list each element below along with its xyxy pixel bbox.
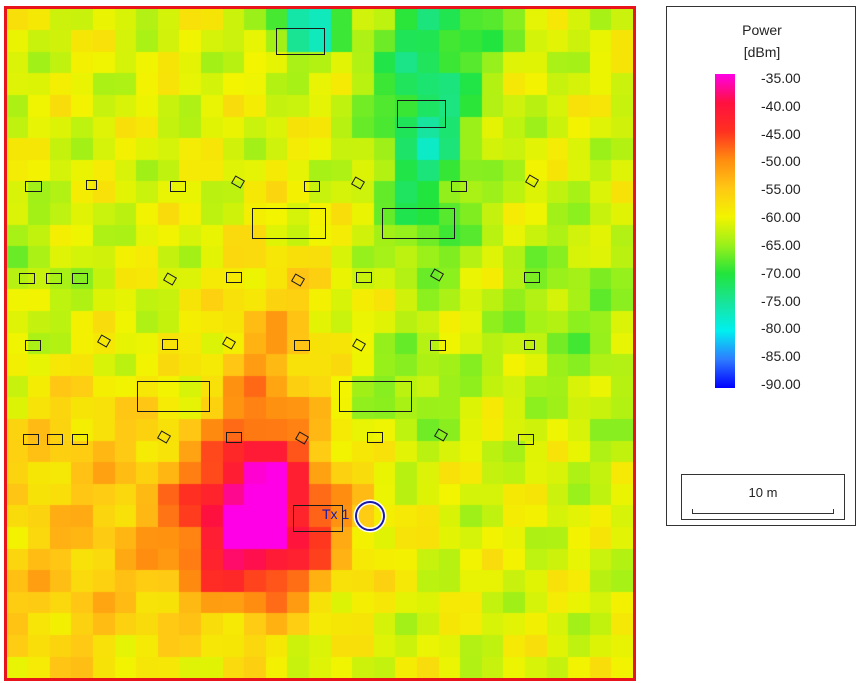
furniture-outline (46, 273, 62, 284)
furniture-outline (162, 339, 178, 350)
legend-label: -35.00 (761, 70, 801, 86)
furniture-outline (230, 175, 246, 189)
transmitter-label: Tx 1 (322, 506, 349, 522)
furniture-outline (23, 434, 39, 445)
furniture-outline (339, 381, 412, 412)
legend-label: -50.00 (761, 153, 801, 170)
furniture-outline (72, 434, 88, 445)
furniture-outline (429, 268, 445, 282)
furniture-outline (156, 430, 172, 444)
floorplan-overlay: Tx 1 (19, 28, 540, 533)
furniture-outline (162, 272, 178, 286)
scale-label: 10 m (748, 485, 778, 500)
furniture-outline (433, 428, 449, 442)
furniture-outline (96, 334, 112, 348)
transmitter-icon (355, 501, 385, 531)
furniture-outline (397, 100, 446, 128)
furniture-outline (226, 432, 242, 443)
furniture-outline (290, 273, 306, 287)
furniture-outline (382, 208, 455, 239)
legend-label: -70.00 (761, 264, 801, 281)
legend-panel: Power [dBm] -35.00 -40.00 -45.00 -50.00 -55.… (666, 6, 856, 526)
furniture-outline (350, 176, 366, 190)
furniture-outline (304, 181, 320, 192)
furniture-outline (221, 336, 237, 350)
legend-label: -45.00 (761, 125, 801, 142)
furniture-outline (72, 273, 88, 284)
furniture-outline (19, 273, 35, 284)
furniture-outline (351, 338, 367, 352)
furniture-outline (25, 181, 42, 192)
furniture-outline (294, 431, 310, 445)
power-heatmap (7, 9, 633, 678)
furniture-outline (137, 381, 210, 412)
furniture-outline (25, 340, 41, 351)
furniture-outline (430, 340, 446, 351)
furniture-outline (524, 272, 540, 283)
furniture-outline (86, 180, 97, 190)
legend-title: Power (742, 22, 782, 38)
legend-label: -60.00 (761, 209, 801, 226)
legend-label: -80.00 (761, 320, 801, 337)
furniture-outline (367, 432, 383, 443)
furniture-outline (524, 174, 540, 188)
legend-unit: [dBm] (743, 44, 781, 60)
legend-label: -75.00 (761, 292, 801, 309)
coverage-map[interactable]: Tx 1 (4, 6, 636, 681)
furniture-outline (356, 272, 372, 283)
scale-box: 10 m (681, 474, 845, 520)
furniture-outline (294, 340, 310, 351)
legend-label: -55.00 (761, 181, 801, 198)
legend-label: -85.00 (761, 348, 801, 365)
furniture-outline (47, 434, 63, 445)
furniture-outline (518, 434, 534, 445)
furniture-outline (226, 272, 242, 283)
furniture-outline (451, 181, 467, 192)
legend-label: -65.00 (761, 236, 801, 253)
furniture-outline (524, 340, 535, 350)
furniture-outline (252, 208, 326, 239)
furniture-outline (170, 181, 186, 192)
legend-label: -90.00 (761, 376, 801, 392)
legend-color-bar (715, 74, 735, 388)
scale-bar (692, 509, 834, 514)
legend-label: -40.00 (761, 97, 801, 114)
furniture-outline (293, 505, 343, 532)
furniture-outline (276, 28, 325, 55)
